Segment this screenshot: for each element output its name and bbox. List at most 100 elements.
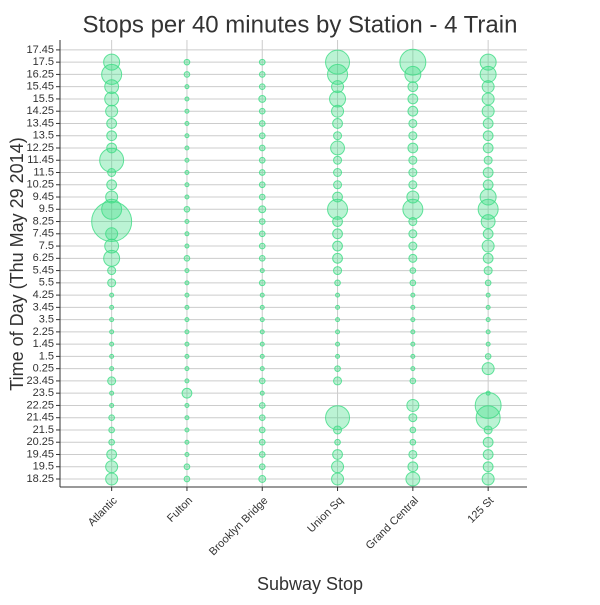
bubble	[333, 266, 343, 276]
bubble	[258, 144, 266, 152]
bubble	[258, 279, 266, 287]
bubble	[104, 79, 120, 95]
y-tick-label: 1.5	[39, 350, 54, 362]
bubble	[482, 228, 494, 240]
bubble	[335, 317, 341, 323]
bubble	[484, 353, 492, 360]
bubble	[184, 194, 190, 200]
bubble	[258, 426, 266, 434]
bubble	[331, 472, 345, 486]
bubble	[109, 341, 115, 347]
bubble	[258, 94, 267, 103]
bubble	[408, 449, 418, 459]
bubble	[325, 49, 351, 75]
x-tick-label: Brooklyn Bridge	[207, 495, 270, 558]
bubble	[481, 362, 495, 376]
bubble	[332, 118, 343, 129]
bubble	[332, 449, 343, 460]
bubble	[259, 366, 265, 372]
x-tick-label: Fulton	[165, 495, 195, 525]
y-tick-label: 21.45	[26, 412, 54, 424]
bubble	[108, 414, 115, 422]
bubble	[106, 449, 118, 460]
bubble	[258, 414, 266, 422]
bubble	[181, 387, 193, 399]
bubble	[106, 118, 118, 129]
bubble	[482, 167, 494, 178]
y-tick-label: 3.45	[33, 301, 54, 313]
y-tick-label: 13.5	[33, 130, 54, 142]
bubble	[407, 105, 419, 117]
bubble	[477, 198, 499, 220]
x-tick-label: Grand Central	[364, 495, 421, 552]
bubble	[258, 120, 266, 127]
bubble	[105, 190, 119, 204]
bubble	[183, 254, 191, 262]
bubble	[481, 472, 495, 486]
bubble	[259, 341, 265, 347]
bubble	[333, 180, 343, 190]
bubble	[109, 353, 115, 359]
bubble	[183, 475, 191, 483]
y-tick-label: 5.5	[39, 277, 54, 289]
bubble	[399, 48, 427, 76]
bubble	[410, 292, 416, 298]
bubble	[258, 475, 267, 483]
y-tick-label: 17.5	[33, 56, 54, 68]
bubble	[482, 436, 494, 448]
bubble	[258, 169, 266, 176]
bubble	[105, 472, 119, 486]
bubble	[106, 142, 118, 154]
bubble	[409, 267, 417, 274]
bubble	[258, 218, 266, 225]
y-tick-label: 2.25	[33, 326, 54, 338]
bubble	[184, 280, 190, 286]
bubble	[407, 93, 419, 105]
bubble	[184, 292, 190, 298]
bubble	[485, 292, 491, 298]
bubble	[184, 378, 190, 384]
bubble	[408, 131, 418, 141]
bubble	[410, 341, 416, 347]
y-tick-label: 5.45	[33, 264, 54, 276]
bubble	[105, 227, 119, 241]
bubble	[485, 304, 491, 310]
bubble	[408, 413, 418, 423]
bubble	[335, 292, 341, 298]
bubble	[104, 91, 120, 107]
bubble	[258, 83, 266, 91]
bubble	[259, 353, 265, 359]
y-tick-label: 13.45	[26, 117, 54, 129]
y-tick-label: 17.45	[26, 44, 54, 56]
bubble	[407, 461, 419, 473]
bubble	[333, 376, 343, 386]
bubble	[327, 198, 349, 220]
bubble	[259, 390, 265, 396]
bubble	[483, 266, 493, 276]
bubble	[258, 402, 266, 409]
y-tick-label: 11.5	[33, 166, 54, 178]
bubble	[103, 249, 121, 267]
bubble	[333, 155, 343, 165]
bubble	[258, 438, 266, 446]
bubble	[183, 463, 191, 471]
bubble	[259, 268, 265, 274]
bubble	[106, 130, 118, 142]
bubble	[409, 377, 417, 385]
bubble	[109, 390, 115, 396]
bubble	[335, 329, 341, 335]
x-tick-label: Union Sq	[305, 495, 345, 535]
bubble	[475, 405, 501, 431]
bubble	[410, 329, 416, 335]
bubble	[184, 170, 190, 175]
bubble	[99, 147, 125, 173]
bubble	[104, 238, 120, 254]
x-tick-label: Atlantic	[86, 494, 120, 528]
bubble	[409, 438, 417, 446]
bubble	[410, 366, 416, 372]
y-tick-label: 7.5	[39, 240, 54, 252]
bubble	[332, 252, 343, 264]
bubble	[184, 427, 190, 433]
bubble	[103, 53, 121, 71]
